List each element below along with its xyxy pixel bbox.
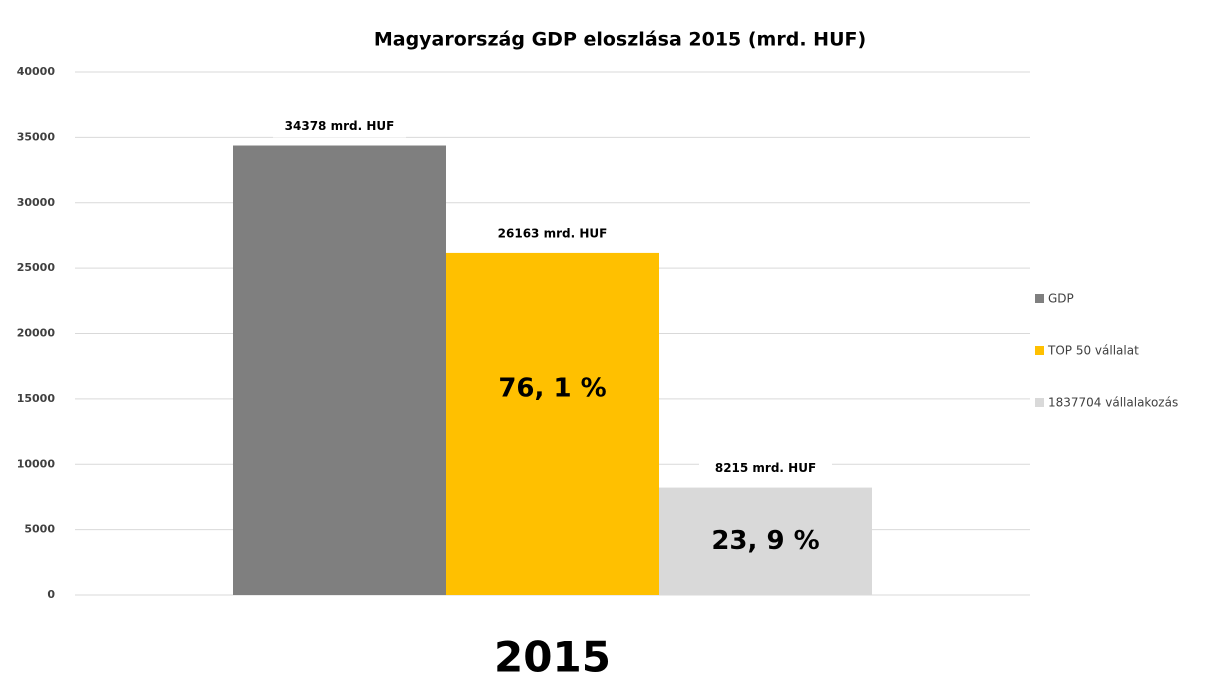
value-label-bg xyxy=(273,115,406,138)
y-tick-label: 10000 xyxy=(17,457,56,470)
y-tick-label: 30000 xyxy=(17,196,56,209)
legend-swatch xyxy=(1035,398,1044,407)
legend-swatch xyxy=(1035,346,1044,355)
value-label-bg xyxy=(486,222,619,245)
annotation: 23, 9 % xyxy=(711,526,819,556)
legend-label: GDP xyxy=(1048,292,1074,306)
legend-swatch xyxy=(1035,294,1044,303)
bar xyxy=(233,145,446,596)
x-tick-label: 2015 xyxy=(494,633,611,682)
y-tick-label: 0 xyxy=(47,588,55,601)
y-tick-label: 40000 xyxy=(17,65,56,78)
legend-label: 1837704 vállalakozás xyxy=(1048,396,1178,410)
value-label: 8215 mrd. HUF xyxy=(715,461,816,475)
value-label-bg xyxy=(699,457,832,480)
bar xyxy=(659,487,872,595)
bar xyxy=(446,252,659,596)
value-label: 26163 mrd. HUF xyxy=(498,226,608,240)
y-tick-label: 35000 xyxy=(17,130,56,143)
y-tick-label: 5000 xyxy=(24,523,55,536)
chart-title: Magyarország GDP eloszlása 2015 (mrd. HU… xyxy=(374,29,866,51)
annotation: 76, 1 % xyxy=(498,373,606,403)
y-tick-label: 15000 xyxy=(17,392,56,405)
y-tick-label: 25000 xyxy=(17,261,56,274)
legend-label: TOP 50 vállalat xyxy=(1047,344,1139,358)
y-tick-label: 20000 xyxy=(17,327,56,340)
value-label: 34378 mrd. HUF xyxy=(285,119,395,133)
